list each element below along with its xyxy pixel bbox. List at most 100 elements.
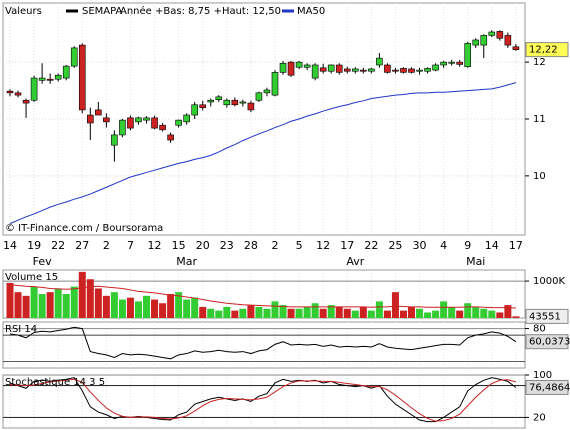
candle-body (207, 99, 215, 103)
y-tick-label: 12 (533, 57, 546, 68)
candle-body (22, 99, 30, 104)
volume-bar (472, 306, 480, 318)
volume-bar (167, 294, 175, 318)
x-tick-label: 12 (148, 239, 162, 252)
volume-bar (432, 310, 440, 318)
candle-body (440, 61, 447, 66)
panel-title: Stochastique 14 3 5 (5, 377, 105, 388)
candle-body (151, 117, 158, 129)
indicator-line (9, 378, 517, 422)
candle-body (351, 68, 359, 72)
volume-bar (134, 301, 142, 318)
candle-body (287, 61, 295, 76)
volume-bar (480, 308, 488, 318)
candle-body (247, 102, 255, 111)
volume-bar (335, 306, 343, 318)
candle-body (295, 61, 303, 68)
volume-bar (456, 310, 464, 318)
candle-body (263, 89, 271, 94)
volume-bar (263, 308, 271, 318)
volume-bar (464, 303, 472, 318)
x-tick-label: 30 (413, 239, 427, 252)
volume-bar (504, 305, 512, 318)
volume-bar (143, 295, 151, 318)
candle-body (279, 62, 287, 73)
last-value-box (525, 379, 569, 395)
candle-body (271, 72, 279, 96)
volume-bar (223, 306, 231, 318)
last-value-label: 60,0373 (529, 337, 570, 348)
y-tick-label: 11 (533, 114, 546, 125)
y-tick-label: 1000K (533, 276, 565, 287)
x-tick-label: 28 (244, 239, 258, 252)
x-tick-label: 17 (509, 239, 523, 252)
y-tick-label: 10 (533, 171, 546, 182)
candle-body (416, 69, 423, 72)
volume-bar (279, 305, 287, 318)
volume-bar (488, 310, 496, 318)
legend-label: MA50 (297, 6, 325, 17)
volume-bar (126, 297, 134, 318)
y-tick-label: 100 (533, 370, 552, 381)
x-tick-label: 2 (103, 239, 110, 252)
x-tick-label: 20 (196, 239, 210, 252)
volume-bar (94, 288, 102, 318)
candle-body (448, 61, 455, 64)
x-tick-label: 19 (27, 239, 41, 252)
volume-bar (110, 292, 118, 318)
candle-body (70, 47, 78, 67)
volume-bar (399, 310, 407, 318)
indicator-line (9, 377, 517, 423)
volume-bar (38, 294, 46, 318)
ma-line (9, 82, 517, 225)
last-value-box (525, 334, 569, 350)
candle-body (62, 65, 70, 79)
volume-bar (215, 310, 223, 318)
candle-body (303, 64, 311, 68)
x-tick-label: 22 (51, 239, 65, 252)
x-tick-label: 14 (485, 239, 499, 252)
last-value-label: 12,22 (529, 45, 558, 56)
panel-title: Volume 15 (5, 272, 58, 283)
panel-frame (2, 374, 526, 429)
volume-bar (343, 308, 351, 318)
legend-label: SEMAPA (82, 6, 123, 17)
volume-bar (118, 299, 126, 318)
volume-bar (351, 310, 359, 318)
y-tick-label: 20 (533, 412, 546, 423)
x-tick-label: 15 (172, 239, 186, 252)
volume-bar (231, 310, 239, 318)
volume-bar (54, 288, 62, 318)
x-tick-label: 22 (364, 239, 378, 252)
candle-body (376, 57, 383, 66)
candle-body (87, 114, 94, 124)
volume-bar (271, 301, 279, 318)
candle-body (335, 64, 343, 73)
volume-bar (30, 286, 38, 318)
month-label: Mar (176, 255, 197, 268)
volume-bar (319, 308, 327, 318)
x-tick-label: 4 (440, 239, 447, 252)
candle-body (183, 114, 190, 123)
volume-bar (62, 294, 70, 318)
candle-body (127, 117, 134, 129)
volume-ma-line (9, 284, 516, 309)
candle-body (175, 119, 182, 126)
credit: © IT-Finance.com / Boursorama (5, 223, 163, 234)
candle-body (143, 117, 150, 121)
volume-bar (199, 306, 207, 318)
volume-bar (383, 310, 391, 318)
volume-bar (424, 312, 432, 318)
volume-bar (375, 301, 383, 318)
x-tick-label: 17 (340, 239, 354, 252)
candle-body (191, 104, 198, 116)
candle-body (78, 44, 86, 111)
candle-body (504, 35, 512, 46)
last-value-label: 43551 (529, 311, 561, 322)
legend-title: Valeurs (5, 6, 42, 17)
volume-bar (408, 306, 415, 318)
month-label: Mai (466, 255, 485, 268)
candle-body (95, 109, 102, 116)
last-value-box (525, 42, 569, 58)
